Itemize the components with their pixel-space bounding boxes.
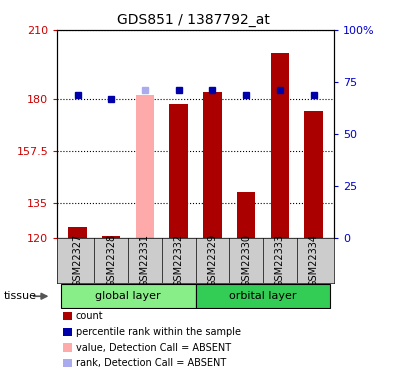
Text: GSM22329: GSM22329 [207,234,217,287]
Bar [304,111,323,238]
Bar [102,236,120,238]
Text: percentile rank within the sample: percentile rank within the sample [76,327,241,337]
Text: GSM22332: GSM22332 [174,234,184,287]
Text: GSM22327: GSM22327 [73,234,83,287]
Text: GSM22331: GSM22331 [140,234,150,287]
Text: tissue: tissue [4,291,37,301]
Bar [271,53,289,238]
Text: orbital layer: orbital layer [229,291,297,301]
Text: value, Detection Call = ABSENT: value, Detection Call = ABSENT [76,342,231,352]
Bar [169,104,188,238]
Bar [68,226,87,238]
Text: GSM22328: GSM22328 [106,234,116,287]
Text: GSM22330: GSM22330 [241,234,251,287]
Bar [237,192,256,238]
Text: GDS851 / 1387792_at: GDS851 / 1387792_at [117,13,270,27]
Text: GSM22333: GSM22333 [275,234,285,287]
Bar [135,95,154,238]
Text: global layer: global layer [95,291,161,301]
Bar [61,284,196,308]
Text: rank, Detection Call = ABSENT: rank, Detection Call = ABSENT [76,358,226,368]
Text: GSM22334: GSM22334 [308,234,318,287]
Text: count: count [76,311,103,321]
Bar [196,284,330,308]
Bar [203,93,222,238]
